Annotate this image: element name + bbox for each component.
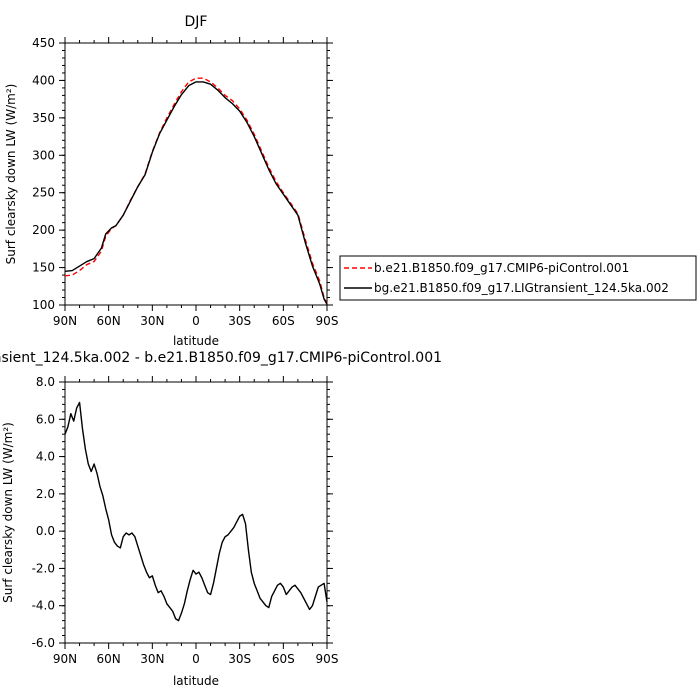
chart-panel-2: 90N 60N 30N 0 30S 60S 90S -6.0 -4.0 -2.0 0.0 2.0 4.0…: [0, 350, 442, 688]
y-tick-label: 0.0: [36, 524, 55, 538]
plot-frame: [64, 381, 328, 644]
x-tick-label: 60S: [272, 314, 295, 328]
x-tick-label: 90S: [316, 314, 339, 328]
y-tick-label: 4.0: [36, 450, 55, 464]
series-line-1: [64, 401, 328, 622]
x-axis-label: latitude: [173, 674, 219, 688]
chart-title: LIGtransient_124.5ka.002 - b.e21.B1850.f…: [0, 350, 442, 366]
x-tick-label: 30S: [228, 652, 251, 666]
y-tick-label: 200: [32, 223, 55, 237]
x-tick-label: 0: [192, 652, 200, 666]
chart-panel-1: 90N 60N 30N 0 30S 60S 90S 100 150 200 250 300 350 400…: [4, 14, 697, 348]
y-tick-label: -2.0: [32, 561, 55, 575]
y-tick-label: -6.0: [32, 636, 55, 650]
x-tick-label: 30S: [228, 314, 251, 328]
y-axis-label: Surf clearsky down LW (W/m²): [4, 84, 18, 265]
x-tick-label: 90N: [53, 314, 77, 328]
y-tick-label: 450: [32, 36, 55, 50]
x-tick-label: 90N: [53, 652, 77, 666]
y-tick-label: 250: [32, 186, 55, 200]
y-tick-label: 400: [32, 73, 55, 87]
x-tick-label: 0: [192, 314, 200, 328]
legend: b.e21.B1850.f09_g17.CMIP6-piControl.001b…: [339, 255, 697, 301]
legend-label: bg.e21.B1850.f09_g17.LIGtransient_124.5k…: [374, 281, 669, 295]
series-line-2: [64, 81, 328, 305]
y-tick-label: 350: [32, 111, 55, 125]
x-tick-label: 30N: [140, 314, 164, 328]
y-tick-label: 2.0: [36, 487, 55, 501]
x-tick-label: 90S: [316, 652, 339, 666]
chart-title: DJF: [185, 14, 208, 30]
y-tick-label: 6.0: [36, 412, 55, 426]
y-axis-label: Surf clearsky down LW (W/m²): [1, 422, 15, 603]
x-tick-label: 60N: [97, 314, 121, 328]
series-line-1: [64, 77, 328, 304]
x-axis-label: latitude: [173, 334, 219, 348]
y-tick-label: 8.0: [36, 375, 55, 389]
x-tick-label: 30N: [140, 652, 164, 666]
y-tick-label: -4.0: [32, 599, 55, 613]
x-tick-label: 60S: [272, 652, 295, 666]
legend-label: b.e21.B1850.f09_g17.CMIP6-piControl.001: [374, 261, 629, 275]
y-tick-label: 150: [32, 261, 55, 275]
y-tick-label: 300: [32, 148, 55, 162]
x-tick-label: 60N: [97, 652, 121, 666]
y-tick-label: 100: [32, 298, 55, 312]
legend-box: [339, 255, 697, 301]
